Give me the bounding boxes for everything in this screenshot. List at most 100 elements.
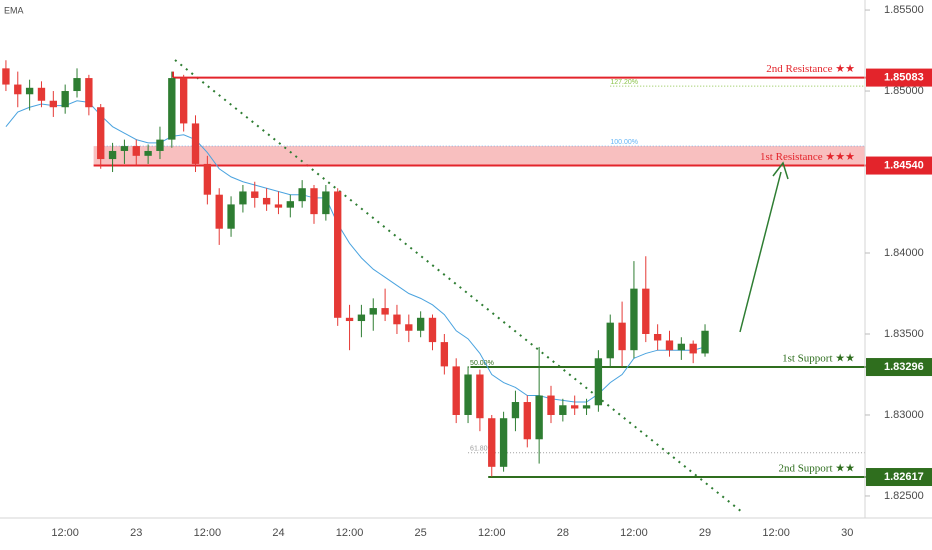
level-price-box xyxy=(866,358,932,377)
candle-body xyxy=(14,84,22,95)
candle-body xyxy=(156,139,164,151)
indicator-label: EMA xyxy=(4,5,24,15)
level-label: 1st Resistance ★★★ xyxy=(760,151,855,163)
candle-body xyxy=(97,107,105,160)
main-layer: 2nd Resistance ★★ 1st Resistance ★★★ 1st S… xyxy=(2,60,872,479)
level-price-box xyxy=(866,68,932,87)
candle-body xyxy=(594,358,603,406)
candle-body xyxy=(476,374,484,419)
candle-body xyxy=(464,374,472,415)
level-label: 2nd Support ★★ xyxy=(778,463,855,475)
candle-body xyxy=(499,418,508,467)
candle-body xyxy=(179,78,188,124)
candle-body xyxy=(582,405,591,409)
candle-body xyxy=(227,204,235,229)
candle-body xyxy=(215,194,223,229)
candle-body xyxy=(559,405,567,415)
level-price-box xyxy=(866,468,932,487)
candle-body xyxy=(393,314,401,325)
candle-body xyxy=(642,288,650,334)
candle-body xyxy=(416,317,425,331)
trend-line xyxy=(174,59,743,513)
fib-label: 50.00% xyxy=(470,360,494,367)
arrow-shaft xyxy=(739,171,782,333)
candle-body xyxy=(452,366,460,415)
candle-body xyxy=(523,402,531,440)
candle-body xyxy=(262,197,271,205)
candle-body xyxy=(85,78,93,108)
candle-body xyxy=(488,418,496,467)
x-tick-label: 30 xyxy=(841,527,853,539)
candle-body xyxy=(73,78,81,92)
y-tick-label: 1.82500 xyxy=(884,490,924,502)
level-price-label: 1.84540 xyxy=(884,159,924,171)
x-tick-label: 23 xyxy=(130,527,142,539)
y-tick-label: 1.83000 xyxy=(884,409,924,421)
x-tick-label: 25 xyxy=(415,527,427,539)
x-tick-label: 12:00 xyxy=(762,527,790,539)
candle-body xyxy=(322,191,330,215)
level-label: 1st Support ★★ xyxy=(782,353,855,365)
candle-body xyxy=(440,342,449,367)
candle-body xyxy=(108,150,117,160)
candle-body xyxy=(381,308,389,315)
fib-label: 127.20% xyxy=(610,79,638,86)
candle-body xyxy=(144,150,152,156)
candle-body xyxy=(251,191,259,198)
x-tick-label: 12:00 xyxy=(620,527,648,539)
candle-body xyxy=(274,204,283,208)
candle-body xyxy=(428,317,437,343)
y-tick-label: 1.83500 xyxy=(884,328,924,340)
candle-body xyxy=(239,191,247,205)
candle-body xyxy=(25,87,34,95)
candle-body xyxy=(286,201,294,208)
level-price-label: 1.85083 xyxy=(884,71,924,83)
level-price-label: 1.83296 xyxy=(884,361,924,373)
candle-body xyxy=(511,402,520,419)
x-tick-label: 12:00 xyxy=(336,527,364,539)
resistance-zone xyxy=(93,146,865,166)
x-tick-label: 12:00 xyxy=(478,527,506,539)
x-tick-label: 12:00 xyxy=(51,527,79,539)
candle-body xyxy=(120,146,129,151)
candle-body xyxy=(606,322,614,359)
candle-body xyxy=(334,191,342,318)
y-tick-label: 1.85500 xyxy=(884,4,924,16)
fib-label: 100.00% xyxy=(610,139,638,146)
candle-body xyxy=(701,330,709,354)
candle-body xyxy=(132,146,140,156)
x-tick-label: 28 xyxy=(557,527,569,539)
candle-body xyxy=(689,343,697,354)
candle-body xyxy=(357,314,366,322)
x-tick-label: 24 xyxy=(272,527,284,539)
ema-line xyxy=(5,100,706,403)
candle-body xyxy=(535,395,543,440)
candle-body xyxy=(2,68,10,85)
candle-body xyxy=(298,188,306,202)
candle-body xyxy=(37,87,46,101)
level-label: 2nd Resistance ★★ xyxy=(766,63,855,75)
axis-layer: 1.85500 1.85000 1.84000 1.83500 1.83000 1.825… xyxy=(51,4,932,539)
candle-body xyxy=(191,123,200,164)
candle-body xyxy=(61,91,69,108)
candle-body xyxy=(571,405,579,409)
arrow-head xyxy=(772,161,789,180)
candle-body xyxy=(677,343,686,351)
candle-body xyxy=(310,188,318,215)
level-price-box xyxy=(866,156,932,175)
level-price-label: 1.82617 xyxy=(884,471,924,483)
candle-body xyxy=(369,308,377,315)
candle-body xyxy=(665,340,674,351)
y-tick-label: 1.85000 xyxy=(884,85,924,97)
x-tick-label: 12:00 xyxy=(194,527,222,539)
candle-body xyxy=(168,78,176,140)
x-tick-label: 29 xyxy=(699,527,711,539)
candle-body xyxy=(630,288,638,351)
candle-body xyxy=(653,333,662,341)
candle-body xyxy=(547,395,555,415)
candle-body xyxy=(345,317,354,322)
y-tick-label: 1.84000 xyxy=(884,247,924,259)
